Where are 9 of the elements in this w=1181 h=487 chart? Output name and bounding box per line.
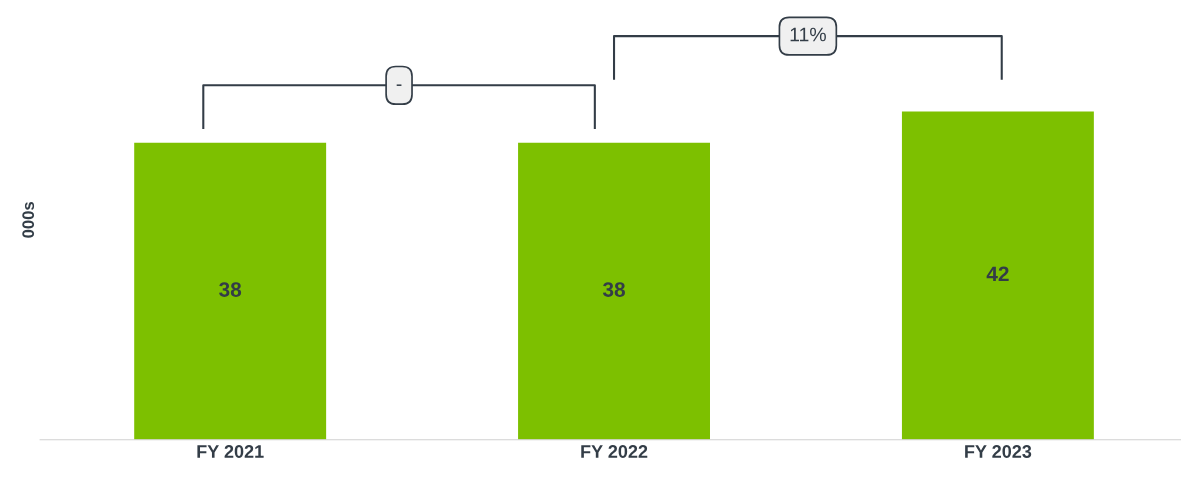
- x-tick-label: FY 2021: [197, 445, 264, 458]
- y-axis-title: 000s: [22, 202, 35, 238]
- data-label: 42: [986, 266, 1009, 282]
- data-label: 38: [219, 282, 242, 297]
- x-tick-label: FY 2022: [581, 445, 648, 458]
- x-tick-label: FY 2023: [965, 445, 1032, 458]
- data-label: 38: [602, 282, 625, 297]
- text: 11%: [790, 27, 826, 42]
- text: -: [396, 84, 402, 86]
